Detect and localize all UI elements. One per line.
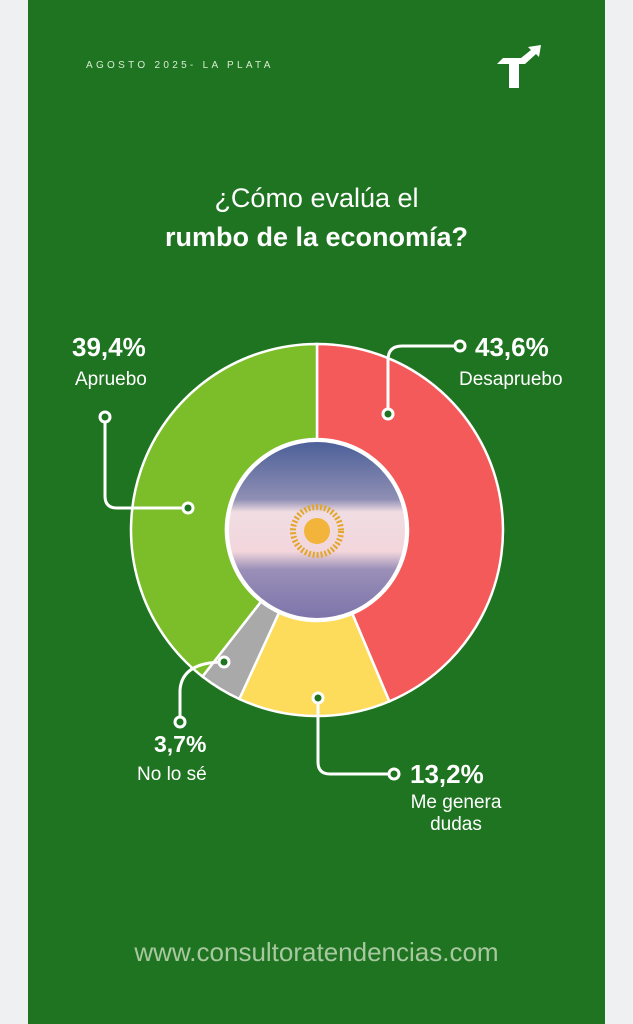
leader-desapruebo	[386, 344, 458, 412]
pct-nolose: 3,7%	[154, 731, 207, 757]
leader-nolose	[178, 660, 225, 720]
label-dudas: Me genera dudas	[410, 792, 502, 835]
title-line-2: rumbo de la economía?	[164, 222, 469, 252]
date-location: AGOSTO 2025- LA PLATA	[86, 60, 274, 71]
pct-desapruebo: 43,6%	[475, 332, 549, 362]
leader-dudas	[316, 698, 392, 776]
sun-of-may-icon	[290, 504, 344, 558]
pct-dudas: 13,2%	[410, 759, 484, 789]
logo-icon	[497, 45, 541, 88]
leader-apruebo	[103, 418, 187, 510]
label-desapruebo: Desapruebo	[459, 369, 563, 390]
pct-apruebo: 39,4%	[72, 332, 146, 362]
label-nolose: No lo sé	[137, 764, 207, 785]
label-apruebo: Apruebo	[75, 369, 147, 390]
title-line-1: ¿Cómo evalúa el	[214, 183, 419, 213]
center-flag-image	[226, 439, 408, 621]
footer-url: www.consultoratendencias.com	[134, 937, 499, 967]
